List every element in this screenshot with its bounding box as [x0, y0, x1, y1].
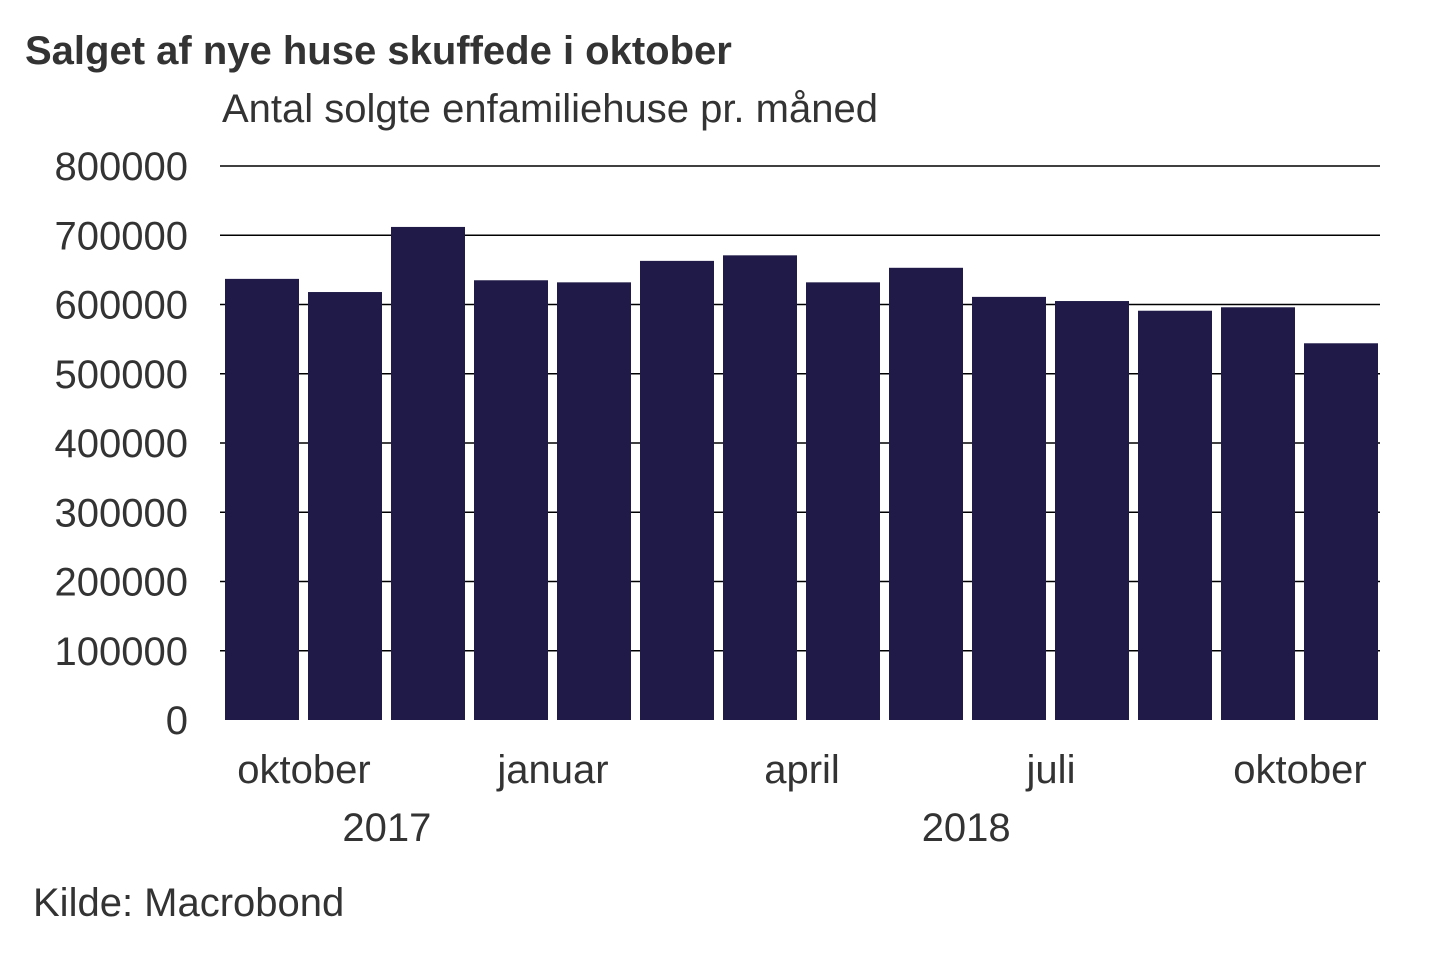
y-tick-label: 200000 [55, 561, 188, 605]
chart-subtitle: Antal solgte enfamiliehuse pr. måned [222, 87, 878, 131]
bar-2017-09 [225, 278, 299, 720]
bar-2017-10 [308, 292, 382, 720]
y-tick-label: 600000 [55, 284, 188, 328]
bars [225, 226, 1378, 720]
y-axis-ticks: 0 100000 200000 300000 400000 500000 600000 700… [55, 145, 188, 743]
bar-2018-04 [806, 282, 880, 720]
bar-2017-11 [391, 226, 465, 720]
source-note: Kilde: Macrobond [33, 881, 344, 925]
bar-2018-05 [889, 267, 963, 720]
x-tick-label: januar [496, 748, 608, 792]
x-tick-label: oktober [237, 748, 370, 792]
bar-2018-06 [972, 296, 1046, 720]
x-year-label: 2017 [342, 806, 431, 850]
y-tick-label: 100000 [55, 630, 188, 674]
bar-2018-10 [1304, 343, 1378, 720]
bar-2018-01 [557, 282, 631, 720]
y-tick-label: 400000 [55, 422, 188, 466]
x-axis-ticks: oktober januar april juli oktober 2017 2018 [237, 748, 1366, 850]
x-year-label: 2018 [922, 806, 1011, 850]
y-tick-label: 500000 [55, 353, 188, 397]
y-tick-label: 300000 [55, 491, 188, 535]
bar-2018-07 [1055, 301, 1129, 720]
x-tick-label: juli [1026, 748, 1076, 792]
x-tick-label: oktober [1233, 748, 1366, 792]
bar-2017-12 [474, 280, 548, 720]
bar-2018-03 [723, 255, 797, 720]
y-tick-label: 700000 [55, 214, 188, 258]
x-tick-label: april [764, 748, 840, 792]
y-tick-label: 800000 [55, 145, 188, 189]
bar-2018-08 [1138, 310, 1212, 720]
chart-title: Salget af nye huse skuffede i oktober [25, 29, 732, 73]
bar-2018-02 [640, 260, 714, 720]
bar-2018-09 [1221, 307, 1295, 720]
y-tick-label: 0 [166, 699, 188, 743]
